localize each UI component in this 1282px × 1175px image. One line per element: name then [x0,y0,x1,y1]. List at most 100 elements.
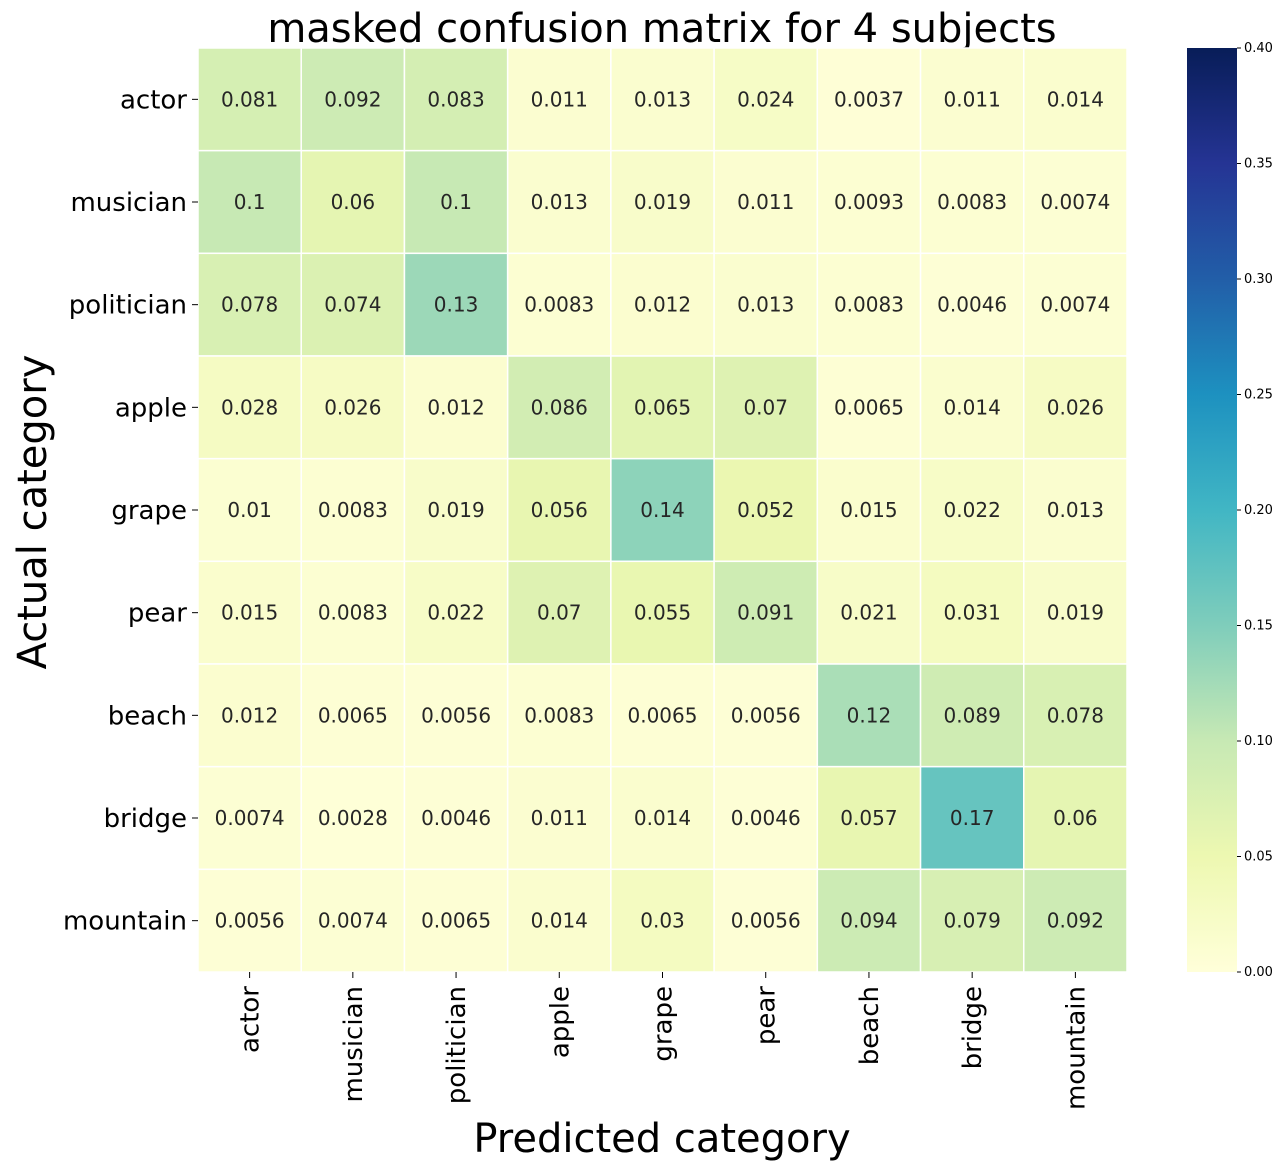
heatmap-cell [506,765,612,871]
heatmap-cell [506,457,612,563]
cell-value-label: 0.089 [944,703,1001,727]
y-tick-label: pear [128,599,187,629]
heatmap-cell [1023,560,1128,665]
cell-value-label: 0.031 [944,601,1001,625]
colorbar-tick-label: 0.15 [1244,619,1273,634]
heatmap-cell [197,149,302,255]
heatmap-cell [197,765,302,871]
cell-value-label: 0.0056 [731,703,801,727]
cell-value-label: 0.0065 [421,909,491,933]
cell-value-label: 0.011 [944,87,1001,111]
heatmap-cell [403,560,509,665]
cell-value-label: 0.0065 [628,703,698,727]
heatmap-cell [197,47,302,152]
colorbar-tick-label: 0.30 [1244,272,1273,287]
cell-value-label: 0.022 [944,498,1001,522]
cell-value-label: 0.028 [221,395,278,419]
heatmap-cell [197,457,302,563]
cell-value-label: 0.015 [840,498,897,522]
cell-value-label: 0.026 [324,395,381,419]
cell-value-label: 0.052 [737,498,794,522]
heatmap-cell [610,663,715,768]
cell-value-label: 0.078 [1047,703,1104,727]
cell-value-label: 0.06 [1053,806,1098,830]
heatmap-cell [816,457,922,563]
colorbar-tick-label: 0.40 [1244,41,1273,56]
heatmap-cell [403,868,509,973]
cell-value-label: 0.094 [840,909,897,933]
heatmap-cell [403,47,509,152]
heatmap-cell [1023,868,1128,973]
heatmap-cell [816,663,922,768]
heatmap-cell [1023,765,1128,871]
cell-value-label: 0.014 [531,909,588,933]
heatmap-cell [610,149,715,255]
cell-value-label: 0.0065 [834,395,904,419]
colorbar: 0.00 0.05 0.10 0.15 0.20 0.25 0.30 0.35 0.40 [1187,41,1273,980]
colorbar-tick-label: 0.25 [1244,388,1273,403]
cell-value-label: 0.014 [1047,87,1104,111]
x-tick-label: musician [339,986,369,1103]
cell-value-label: 0.022 [427,601,484,625]
heatmap-cell [1023,355,1128,460]
x-tick-label: bridge [958,986,988,1069]
cell-value-label: 0.06 [331,190,376,214]
y-axis: actor musician politician apple grape pear bea… [63,85,198,937]
cell-value-label: 0.0083 [524,293,594,317]
x-tick-label: actor [236,986,266,1053]
cell-value-label: 0.12 [847,703,892,727]
cell-value-label: 0.14 [640,498,685,522]
heatmap-cell [403,252,509,357]
cell-value-label: 0.074 [324,293,381,317]
cell-value-label: 0.1 [234,190,266,214]
heatmap-cell [300,663,406,768]
heatmap-cell [506,252,612,357]
cell-value-label: 0.0083 [318,601,388,625]
heatmap-cell [506,868,612,973]
cell-value-label: 0.0074 [318,909,388,933]
cell-value-label: 0.17 [950,806,995,830]
colorbar-tick-label: 0.00 [1244,965,1273,980]
cell-value-label: 0.086 [531,395,588,419]
cell-value-label: 0.0037 [834,87,904,111]
heatmap-cell [300,868,406,973]
cell-value-label: 0.0093 [834,190,904,214]
cell-value-label: 0.03 [640,909,685,933]
heatmap-cell [919,560,1025,665]
cell-value-label: 0.021 [840,601,897,625]
heatmap-cell [300,47,406,152]
cell-value-label: 0.0083 [937,190,1007,214]
cell-value-label: 0.055 [634,601,691,625]
heatmap-cell [610,765,715,871]
heatmap-cell [816,149,922,255]
cell-value-label: 0.011 [737,190,794,214]
heatmap-cell [300,457,406,563]
x-tick-label: beach [855,986,885,1065]
cell-value-label: 0.1 [440,190,472,214]
heatmap-grid: 0.081 0.092 0.083 0.011 0.013 0.024 0.0037 0.01… [197,47,1128,973]
heatmap-cell [197,355,302,460]
heatmap-cell [713,765,819,871]
cell-value-label: 0.079 [944,909,1001,933]
colorbar-gradient [1187,48,1237,972]
heatmap-cell [816,765,922,871]
cell-value-label: 0.0083 [834,293,904,317]
cell-value-label: 0.014 [944,395,1001,419]
heatmap-cell [919,47,1025,152]
y-tick-label: actor [120,85,187,115]
y-tick-label: bridge [104,804,187,834]
cell-value-label: 0.019 [1047,601,1104,625]
heatmap-cell [713,47,819,152]
cell-value-label: 0.0046 [937,293,1007,317]
heatmap-cell [403,149,509,255]
x-tick-label: politician [442,986,472,1104]
x-tick-label: apple [545,986,575,1058]
heatmap-cell [197,868,302,973]
heatmap-cell [1023,252,1128,357]
x-tick-label: grape [649,986,679,1062]
cell-value-label: 0.057 [840,806,897,830]
cell-value-label: 0.012 [634,293,691,317]
cell-value-label: 0.0083 [318,498,388,522]
heatmap-cell [713,868,819,973]
